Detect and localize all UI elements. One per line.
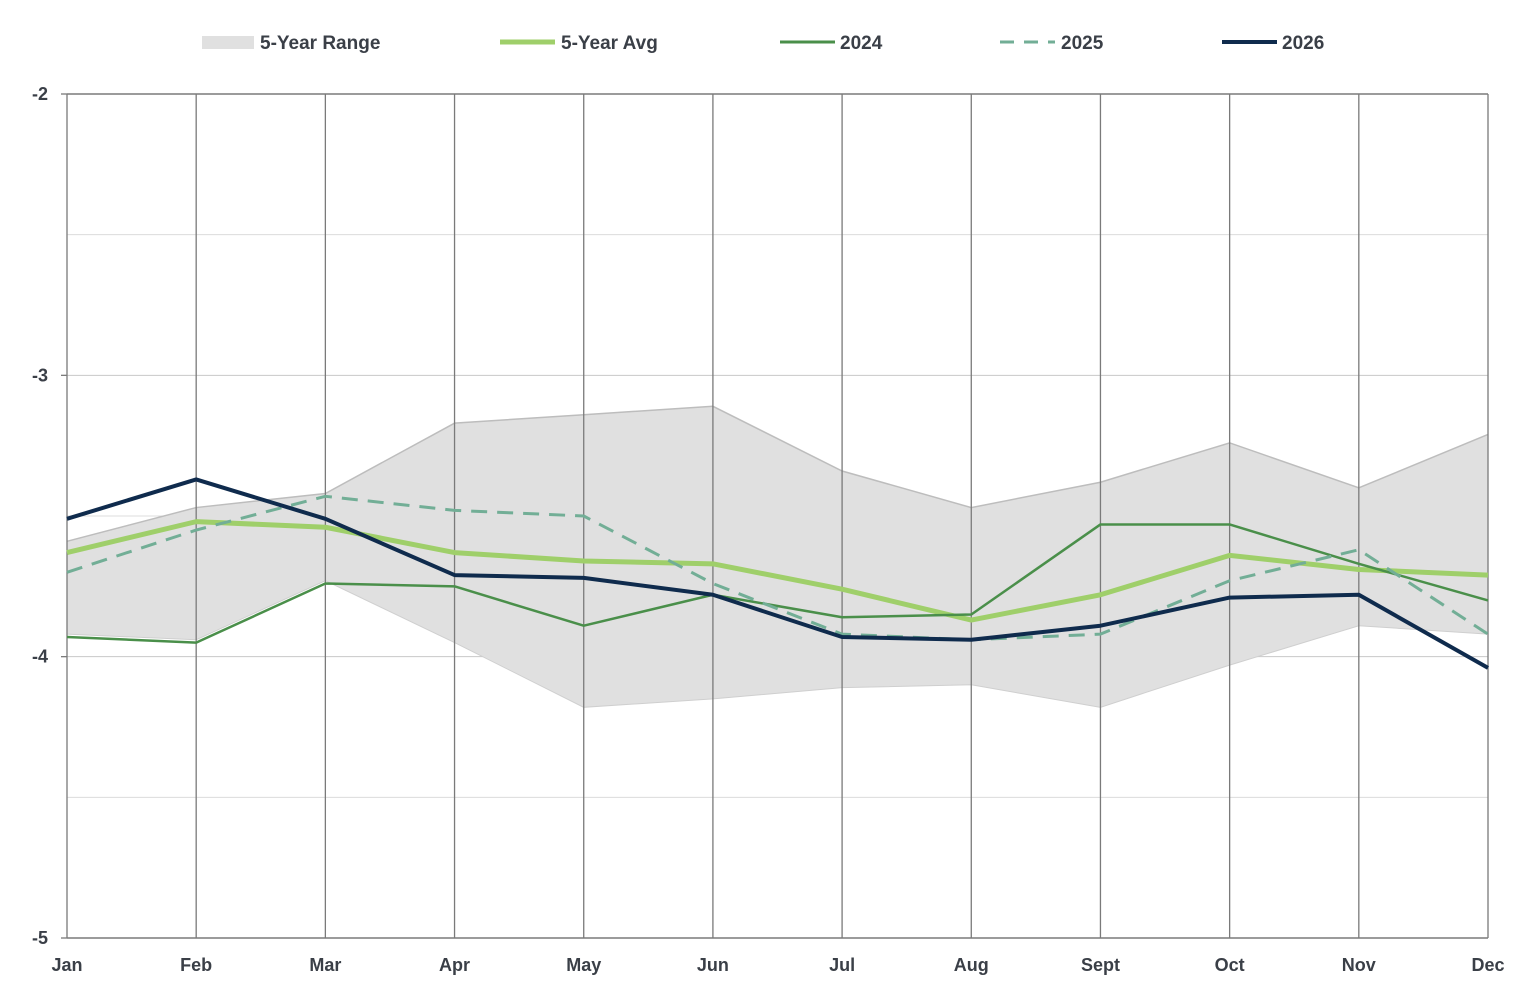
- legend-swatch-range: [202, 36, 254, 49]
- range-lower-edge: [66, 580, 1489, 708]
- x-tick-label: Jan: [51, 955, 82, 975]
- series-line-2025: [66, 494, 1489, 642]
- x-tick-label: May: [566, 955, 601, 975]
- legend: 5-Year Range 5-Year Avg 2024 2025 2026: [202, 33, 1324, 54]
- series-line-5-year-avg: [66, 519, 1489, 623]
- range-layer: [66, 405, 1489, 708]
- x-tick-label: Apr: [439, 955, 470, 975]
- series-layer: [66, 477, 1489, 670]
- y-tick-label: -4: [32, 647, 48, 667]
- legend-label: 5-Year Avg: [561, 33, 658, 54]
- legend-label: 5-Year Range: [260, 33, 380, 54]
- x-tick-label: Jun: [697, 955, 729, 975]
- series-line-2026: [66, 477, 1489, 670]
- x-tick-label: Jul: [829, 955, 855, 975]
- x-tick-label: Oct: [1215, 955, 1245, 975]
- x-tick-label: Aug: [954, 955, 989, 975]
- x-tick-label: Feb: [180, 955, 212, 975]
- x-tick-label: Dec: [1471, 955, 1504, 975]
- legend-label: 2026: [1282, 33, 1324, 54]
- range-upper-edge: [66, 405, 1489, 543]
- y-tick-label: -3: [32, 365, 48, 385]
- x-tick-label: Mar: [309, 955, 341, 975]
- y-tick-label: -5: [32, 928, 48, 948]
- legend-label: 2025: [1061, 33, 1104, 54]
- x-tick-label: Sept: [1081, 955, 1120, 975]
- x-tick-label: Nov: [1342, 955, 1376, 975]
- range-band: [67, 406, 1488, 708]
- y-tick-label: -2: [32, 84, 48, 104]
- axis-labels: Jan Feb Mar Apr May Jun Jul Aug Sept Oct Nov Dec -2 -…: [32, 84, 1505, 975]
- legend-label: 2024: [840, 33, 883, 54]
- series-line-2024: [66, 523, 1489, 644]
